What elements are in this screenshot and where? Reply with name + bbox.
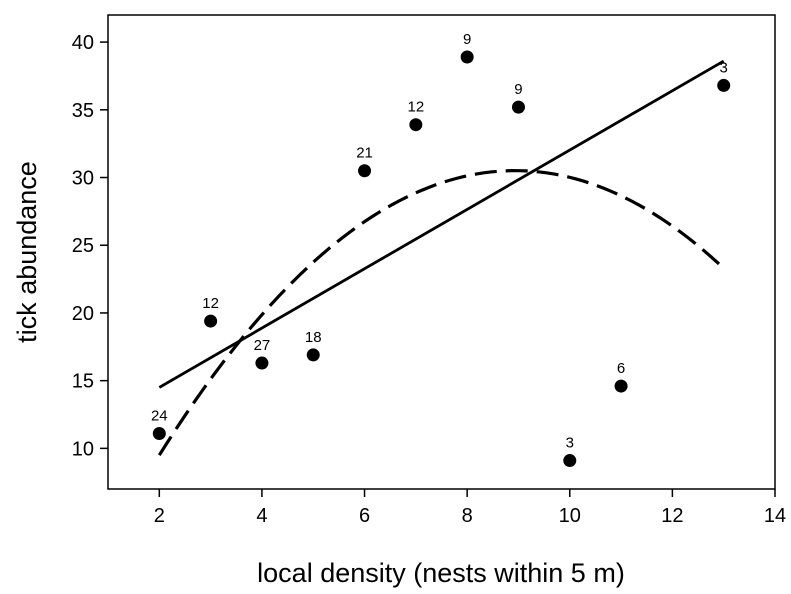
x-tick-label: 2 (154, 505, 165, 527)
y-tick-label: 30 (72, 168, 94, 190)
data-point (204, 314, 218, 328)
point-label: 18 (305, 329, 322, 346)
fit-lines (157, 59, 725, 456)
point-label: 12 (202, 295, 219, 312)
point-label: 12 (408, 99, 425, 116)
point-label: 27 (254, 337, 271, 354)
data-point (614, 379, 628, 393)
x-tick-label: 14 (764, 505, 786, 527)
y-tick-label: 15 (72, 371, 94, 393)
y-tick-label: 25 (72, 235, 94, 257)
x-tick-label: 4 (256, 505, 267, 527)
data-point (152, 426, 166, 440)
point-label: 3 (720, 59, 728, 76)
y-tick-label: 10 (72, 438, 94, 460)
data-point (460, 50, 474, 64)
data-point (409, 118, 423, 132)
y-axis-title: tick abundance (12, 161, 42, 343)
x-axis-title: local density (nests within 5 m) (257, 558, 625, 588)
x-tick-label: 10 (559, 505, 581, 527)
point-label: 3 (566, 435, 574, 452)
linear-fit-line (158, 59, 725, 389)
data-point (306, 348, 320, 362)
data-points: 24 12 27 18 21 12 9 9 3 6 3 (151, 31, 731, 468)
data-point (563, 454, 577, 468)
quadratic-fit-curve (157, 169, 725, 456)
y-axis: 10 15 20 25 30 35 40 (72, 32, 108, 460)
x-axis: 2 4 6 8 10 12 14 (154, 489, 786, 527)
x-tick-label: 6 (359, 505, 370, 527)
y-tick-label: 20 (72, 303, 94, 325)
x-tick-label: 12 (661, 505, 683, 527)
y-tick-label: 40 (72, 32, 94, 54)
point-label: 9 (514, 81, 522, 98)
point-label: 9 (463, 31, 471, 48)
point-label: 6 (617, 360, 625, 377)
plot-frame (107, 14, 776, 490)
data-point (255, 356, 269, 370)
data-point (511, 100, 525, 114)
point-label: 24 (151, 407, 168, 424)
point-label: 21 (356, 145, 373, 162)
y-tick-label: 35 (72, 100, 94, 122)
x-tick-label: 8 (462, 505, 473, 527)
data-point (358, 164, 372, 178)
data-point (717, 78, 731, 92)
